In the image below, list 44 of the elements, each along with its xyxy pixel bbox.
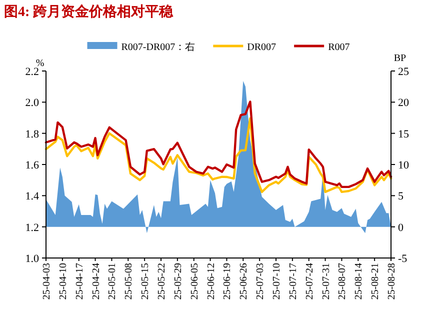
x-tick-label: 25-04-03 xyxy=(42,263,52,300)
y-tick-label: 1.2 xyxy=(25,222,39,234)
y2-tick-label: 15 xyxy=(398,128,410,140)
x-tick-label: 25-04-10 xyxy=(58,263,69,300)
y2-tick-label: 10 xyxy=(398,160,410,172)
y2-tick-label: 20 xyxy=(398,97,410,110)
x-tick-label: 25-07-31 xyxy=(320,263,332,300)
x-tick-label: 25-08-28 xyxy=(386,263,398,300)
x-tick-label: 25-06-05 xyxy=(189,263,200,300)
x-tick-label: 25-08-14 xyxy=(354,263,365,300)
line-series xyxy=(44,117,392,194)
chart-title: 图4: 跨月资金价格相对平稳 xyxy=(4,4,174,20)
x-tick-label: 25-05-08 xyxy=(124,263,135,300)
legend-label: DR007 xyxy=(247,42,276,53)
x-tick-label: 25-07-24 xyxy=(304,263,316,300)
y2-tick-label: 0 xyxy=(398,222,404,234)
legend-label: R007 xyxy=(328,42,350,53)
x-tick-label: 25-06-19 xyxy=(222,263,234,300)
x-tick-label: 25-08-21 xyxy=(370,263,382,300)
x-tick-label: 25-04-24 xyxy=(90,263,102,300)
y2-tick-label: -5 xyxy=(398,253,408,265)
y-tick-label: 2.2 xyxy=(25,66,39,78)
x-tick-label: 25-06-12 xyxy=(206,263,217,300)
x-tick-label: 25-05-15 xyxy=(140,263,152,300)
y-tick-label: 1.6 xyxy=(25,160,40,172)
y-tick-label: 1.8 xyxy=(25,128,40,140)
x-tick-label: 25-07-03 xyxy=(255,263,266,300)
x-tick-label: 25-05-22 xyxy=(156,263,168,300)
x-tick-label: 25-08-07 xyxy=(337,263,348,300)
y2-tick-label: 5 xyxy=(398,190,404,203)
x-tick-label: 25-06-26 xyxy=(238,263,250,300)
x-tick-label: 25-05-01 xyxy=(107,263,118,300)
y-axis-title: % xyxy=(36,58,44,69)
y-tick-label: 1.0 xyxy=(25,253,40,265)
y2-tick-label: 25 xyxy=(398,66,410,78)
x-tick-label: 25-07-10 xyxy=(272,263,282,300)
y2-axis-title: BP xyxy=(394,53,407,64)
line-series xyxy=(44,100,392,188)
y-tick-label: 1.4 xyxy=(25,190,40,203)
x-tick-label: 25-04-17 xyxy=(74,263,86,300)
x-tick-label: 25-07-17 xyxy=(288,263,299,300)
legend-label: R007-DR007：右 xyxy=(121,42,196,53)
y-tick-label: 2.0 xyxy=(25,97,40,110)
x-tick-label: 25-05-29 xyxy=(172,263,184,300)
